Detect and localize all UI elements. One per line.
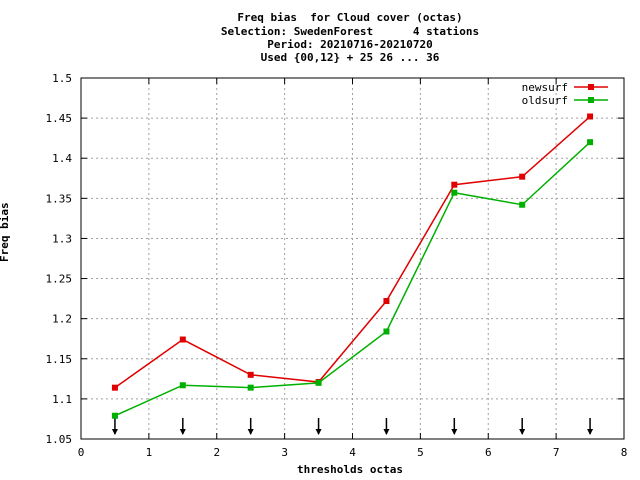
y-tick-label: 1.2 — [52, 313, 72, 326]
legend-marker-newsurf — [588, 84, 594, 90]
x-tick-label: 5 — [417, 446, 424, 459]
arrow-marker-head — [519, 429, 526, 435]
legend-label-oldsurf: oldsurf — [522, 94, 568, 107]
legend-label-newsurf: newsurf — [522, 81, 568, 94]
y-tick-label: 1.15 — [46, 353, 73, 366]
data-point-newsurf — [519, 173, 526, 180]
x-tick-label: 4 — [349, 446, 356, 459]
arrow-marker-head — [587, 429, 594, 435]
arrow-marker-head — [111, 429, 118, 435]
data-point-newsurf — [451, 181, 458, 188]
data-point-oldsurf — [247, 384, 254, 391]
x-tick-label: 3 — [281, 446, 288, 459]
legend-marker-oldsurf — [588, 97, 594, 103]
y-axis-label: Freq bias — [0, 202, 11, 262]
chart-title-line-1: Freq bias for Cloud cover (octas) — [237, 11, 463, 24]
x-tick-label: 1 — [146, 446, 153, 459]
data-point-oldsurf — [179, 382, 186, 389]
y-tick-label: 1.5 — [52, 72, 72, 85]
data-point-newsurf — [247, 371, 254, 378]
x-axis-label: thresholds octas — [297, 463, 403, 476]
data-point-newsurf — [587, 113, 594, 120]
arrow-marker-head — [315, 429, 322, 435]
x-tick-label: 8 — [621, 446, 628, 459]
data-point-newsurf — [111, 384, 118, 391]
data-point-oldsurf — [383, 328, 390, 335]
data-point-oldsurf — [111, 412, 118, 419]
x-tick-label: 6 — [485, 446, 492, 459]
data-point-newsurf — [179, 336, 186, 343]
series-line-newsurf — [114, 115, 591, 389]
data-point-oldsurf — [587, 139, 594, 146]
x-tick-label: 0 — [78, 446, 85, 459]
y-tick-label: 1.3 — [52, 232, 72, 245]
chart-title-line-2: Selection: SwedenForest 4 stations — [220, 25, 480, 38]
data-point-oldsurf — [451, 189, 458, 196]
y-tick-label: 1.1 — [52, 393, 72, 406]
chart-title-line-4: Used {00,12} + 25 26 ... 36 — [260, 51, 440, 64]
chart-title-line-3: Period: 20210716-20210720 — [267, 38, 433, 51]
plot-frame — [80, 77, 625, 440]
series-line-oldsurf — [114, 141, 591, 417]
y-tick-label: 1.35 — [46, 192, 73, 205]
y-tick-label: 1.4 — [52, 152, 72, 165]
data-point-oldsurf — [315, 379, 322, 386]
arrow-marker-head — [247, 429, 254, 435]
x-tick-label: 2 — [213, 446, 220, 459]
y-tick-label: 1.05 — [46, 433, 73, 446]
y-tick-label: 1.45 — [46, 112, 73, 125]
y-tick-label: 1.25 — [46, 273, 73, 286]
data-point-newsurf — [383, 298, 390, 305]
x-tick-label: 7 — [553, 446, 560, 459]
arrow-marker-head — [179, 429, 186, 435]
data-point-oldsurf — [519, 201, 526, 208]
arrow-marker-head — [451, 429, 458, 435]
arrow-marker-head — [383, 429, 390, 435]
